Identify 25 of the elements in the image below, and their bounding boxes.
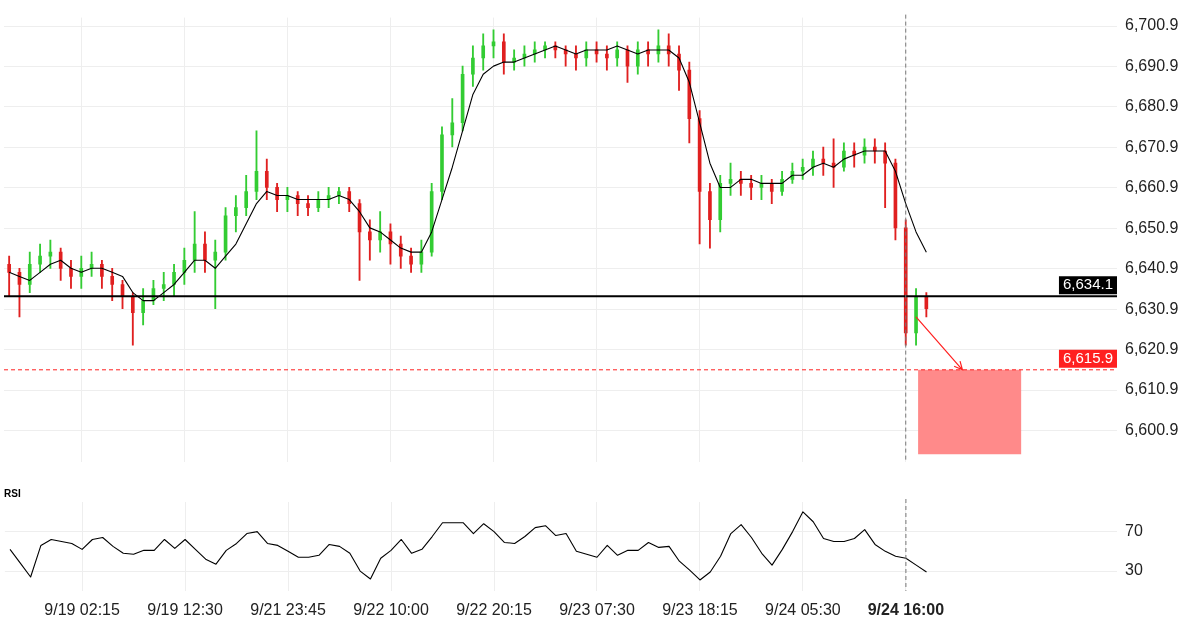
x-tick-label: 9/22 10:00 (353, 600, 429, 618)
y-tick-label: 6,670.9 (1125, 137, 1179, 155)
y-tick-label: 70 (1125, 522, 1143, 540)
x-tick-label: 9/19 12:30 (147, 600, 223, 618)
y-tick-label: 6,680.9 (1125, 97, 1179, 115)
y-tick-label: 6,640.9 (1125, 259, 1179, 277)
x-tick-label: 9/22 20:15 (456, 600, 532, 618)
y-tick-label: 6,630.9 (1125, 299, 1179, 317)
y-tick-label: 30 (1125, 561, 1143, 579)
y-tick-label: 6,620.9 (1125, 339, 1179, 357)
y-tick-label: 6,700.9 (1125, 16, 1179, 34)
x-tick-label: 9/19 02:15 (44, 600, 121, 618)
x-tick-label: 9/21 23:45 (250, 600, 326, 618)
y-tick-label: 6,660.9 (1125, 178, 1179, 196)
y-tick-label: 6,650.9 (1125, 218, 1179, 236)
chart-title: RSI (4, 487, 21, 499)
x-tick-label: 9/23 07:30 (559, 600, 635, 618)
x-tick-label: 9/24 05:30 (765, 600, 841, 618)
x-tick-label: 9/23 18:15 (662, 600, 738, 618)
y-tick-label: 6,600.9 (1125, 420, 1179, 438)
x-tick-label: 9/24 16:00 (867, 600, 945, 618)
ref-line-label: 6,634.1 (1062, 275, 1113, 293)
y-tick-label: 6,610.9 (1125, 380, 1179, 398)
ref-line-label: 6,615.9 (1062, 348, 1113, 366)
y-tick-label: 6,690.9 (1125, 56, 1179, 74)
